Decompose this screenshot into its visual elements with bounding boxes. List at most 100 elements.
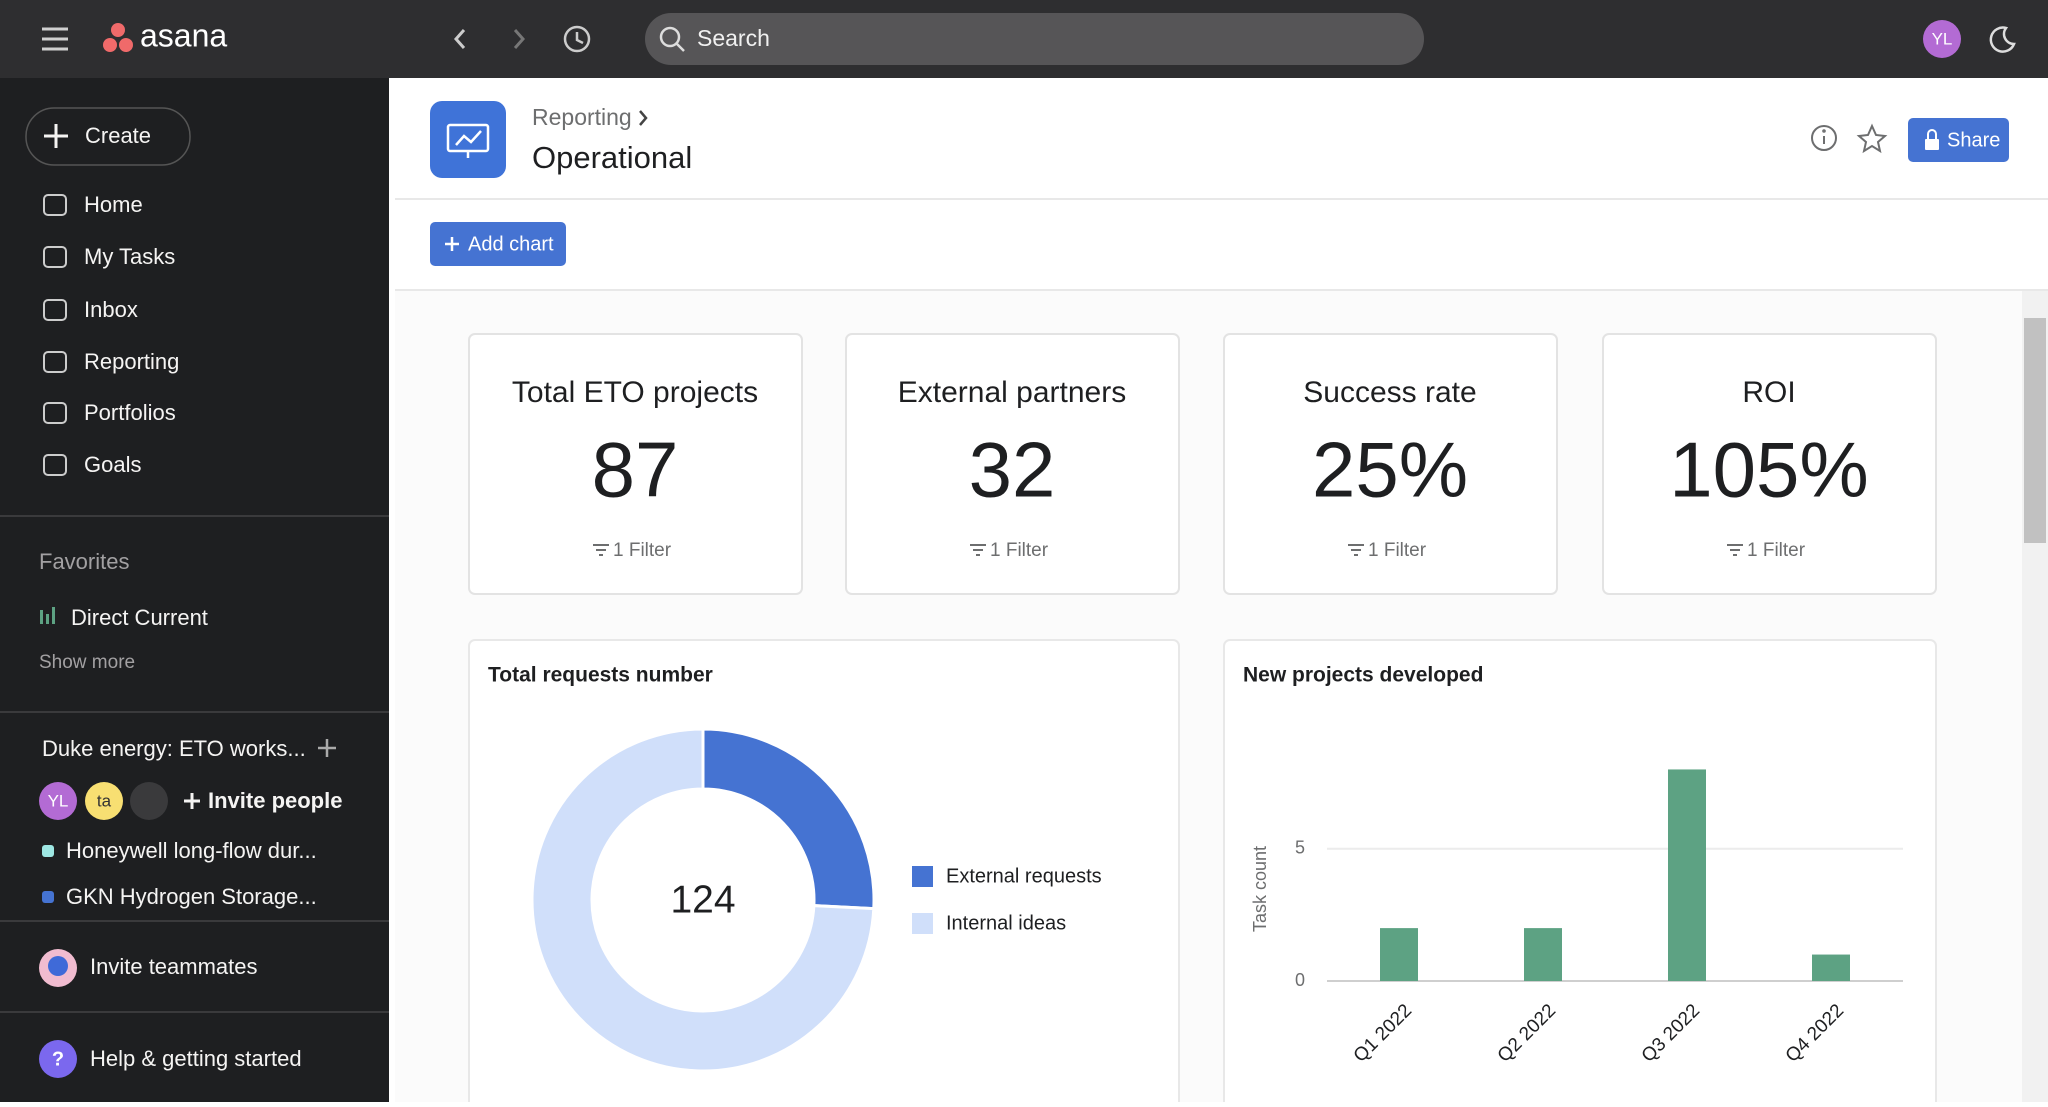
menu-icon[interactable] [42,27,68,51]
forward[interactable] [513,29,526,49]
filter-icon [970,544,986,556]
metric-card [1602,333,1937,595]
page-title: Operational [532,140,692,175]
logo-icon [103,23,133,52]
plus-icon [44,124,68,148]
metric-card [845,333,1180,595]
metric-value: 32 [969,426,1056,514]
metric-value: 25% [1312,426,1468,514]
metric-title: External partners [898,376,1126,409]
nav-icon [43,454,67,476]
filter-icon [593,544,609,556]
metric-value: 105% [1669,426,1869,514]
filter-icon [1348,544,1364,556]
show-more[interactable]: Show more [39,652,135,673]
legend-swatch [912,913,933,934]
project[interactable]: Honeywell long-flow dur... [66,838,317,863]
y-tick-label: 0 [1295,970,1305,990]
legend-label: External requests [946,865,1102,887]
sidebar [0,78,389,1102]
legend-swatch [912,866,933,887]
help[interactable]: Help & getting started [90,1046,302,1071]
metric-title: ROI [1742,376,1795,409]
invite-icon-figure [48,956,68,976]
plus-icon [445,237,459,251]
y-tick-label: 5 [1295,838,1305,858]
avatar-initials: YL [1932,29,1953,48]
add-chart-label: Add chart [468,233,554,255]
search-text: Search [697,25,770,51]
favorite-icon [40,607,55,624]
info-icon[interactable] [1811,125,1837,151]
metric-filter: 1 Filter [1368,540,1427,561]
avatar-initials: YL [48,791,69,810]
project-color [42,891,54,903]
avatar [130,782,168,820]
nav-item[interactable]: Reporting [84,349,179,374]
chart-title: Total requests number [488,664,713,687]
star-icon[interactable] [1856,123,1888,154]
metric-title: Total ETO projects [512,376,758,409]
share-button[interactable] [1908,118,2009,162]
chart-title: New projects developed [1243,664,1483,687]
help-icon-mark: ? [52,1048,64,1070]
filter-icon [1727,544,1743,556]
metric-card [1223,333,1558,595]
avatar [85,782,123,820]
team-name[interactable]: Duke energy: ETO works... [42,736,306,761]
y-axis-label: Task count [1250,846,1270,932]
chart-card [1223,639,1937,1107]
nav-item[interactable]: Home [84,192,143,217]
donut-center-label: 124 [670,878,735,921]
favorites-heading: Favorites [39,549,129,574]
status-icon[interactable] [1989,26,2016,53]
add-icon[interactable] [318,739,336,757]
nav-item[interactable]: Portfolios [84,400,176,425]
back[interactable] [453,29,466,49]
help-icon [39,1040,77,1078]
project-color [42,845,54,857]
invite-teammates[interactable]: Invite teammates [90,954,258,979]
nav-item[interactable]: Inbox [84,297,138,322]
favorite-item[interactable]: Direct Current [71,605,208,630]
lock-shackle [1927,129,1937,139]
breadcrumb[interactable]: Reporting [532,104,632,130]
nav-icon [43,402,67,424]
legend-label: Internal ideas [946,912,1066,934]
invite-people[interactable]: Invite people [208,788,342,813]
logo: asana [140,17,227,53]
bar [1812,954,1850,981]
bar [1380,928,1418,981]
lock-icon [1925,139,1939,150]
create-label: Create [85,123,151,148]
avatar[interactable] [1923,20,1961,58]
project[interactable]: GKN Hydrogen Storage... [66,884,317,909]
metric-value: 87 [592,426,679,514]
metric-filter: 1 Filter [613,540,672,561]
breadcrumb-chevron [639,110,648,126]
bar [1668,769,1706,981]
bar [1524,928,1562,981]
plus-icon [184,793,200,809]
avatar-initials: ta [97,791,112,810]
nav-item[interactable]: My Tasks [84,244,175,269]
search-icon [659,26,685,52]
metric-filter: 1 Filter [990,540,1049,561]
donut-segment [701,727,876,911]
metric-card [468,333,803,595]
avatar [39,782,77,820]
donut-segment [530,727,876,1073]
add-chart-button[interactable] [430,222,566,266]
report-glyph [446,123,490,158]
metric-filter: 1 Filter [1747,540,1806,561]
create-button[interactable] [25,107,191,166]
metric-title: Success rate [1303,376,1476,409]
nav-item[interactable]: Goals [84,452,141,477]
nav-icon [43,246,67,268]
search-bar[interactable] [645,13,1424,65]
scroll-thumb[interactable] [2024,318,2046,543]
history[interactable] [563,25,591,53]
nav-icon [43,351,67,373]
nav-icon [43,299,67,321]
